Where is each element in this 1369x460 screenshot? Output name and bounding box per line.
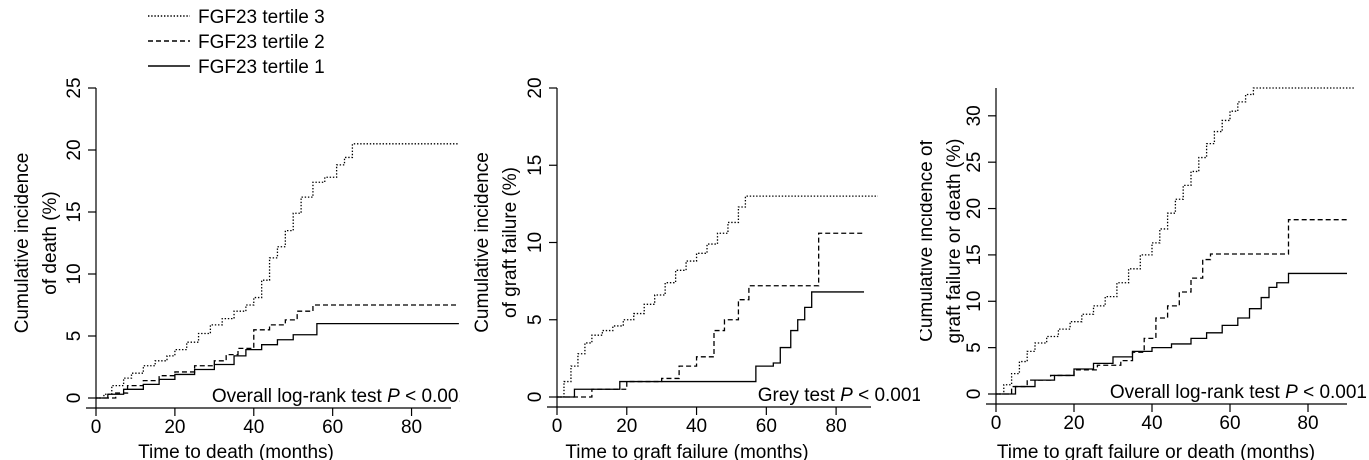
- x-tick-label: 20: [164, 417, 185, 438]
- y-tick-label: 0: [64, 393, 85, 404]
- y-tick-label: 10: [964, 291, 985, 312]
- x-tick-label: 0: [991, 413, 1002, 434]
- legend-label: FGF23 tertile 1: [198, 57, 325, 78]
- x-axis-label: Time to graft failure (months): [565, 442, 808, 460]
- y-tick-label: 20: [64, 139, 85, 160]
- series-line-tertile-3: [96, 143, 459, 399]
- y-axis-label: of death (%): [40, 191, 61, 295]
- legend: FGF23 tertile 3 FGF23 tertile 2 FGF23 tert…: [148, 7, 325, 78]
- y-tick-label: 0: [525, 392, 546, 403]
- y-axis-label: Cumulative incidence: [12, 153, 33, 334]
- annotation-suffix: < 0.001: [853, 385, 920, 406]
- y-tick-label: 5: [64, 331, 85, 342]
- annotation-suffix: < 0.001: [400, 386, 460, 407]
- y-tick-label: 30: [964, 105, 985, 126]
- y-tick-label: 20: [964, 198, 985, 219]
- y-tick-label: 5: [964, 342, 985, 353]
- x-tick-label: 0: [552, 416, 563, 437]
- death-chart: 0 5 10 15 20 25 0 20 40 60 80 Time to death (months…: [12, 77, 460, 460]
- p-value-annotation: Overall log-rank test P < 0.001: [212, 386, 460, 407]
- annotation-p: P: [840, 385, 853, 406]
- y-tick-label: 10: [525, 232, 546, 253]
- y-tick-label: 20: [525, 77, 546, 98]
- annotation-prefix: Overall log-rank test: [212, 386, 387, 407]
- x-axis-label: Time to death (months): [138, 442, 334, 460]
- x-tick-label: 20: [1063, 413, 1084, 434]
- y-tick-label: 5: [525, 314, 546, 325]
- x-tick-label: 60: [756, 416, 777, 437]
- y-tick-label: 0: [964, 389, 985, 400]
- y-axis-label: graft failure or death (%): [944, 139, 965, 344]
- annotation-p: P: [387, 386, 400, 407]
- x-tick-label: 0: [91, 417, 102, 438]
- legend-label: FGF23 tertile 2: [198, 32, 325, 53]
- legend-label: FGF23 tertile 3: [198, 7, 325, 28]
- y-axis-label: Cumulative incidence: [472, 152, 493, 333]
- x-tick-label: 60: [1219, 413, 1240, 434]
- annotation-prefix: Grey test: [758, 385, 840, 406]
- x-tick-label: 20: [616, 416, 637, 437]
- series-line-tertile-1: [96, 322, 459, 399]
- x-tick-label: 80: [401, 417, 422, 438]
- series-line-tertile-2: [96, 304, 459, 399]
- y-tick-label: 25: [964, 152, 985, 173]
- x-tick-label: 40: [686, 416, 707, 437]
- x-tick-label: 40: [1141, 413, 1162, 434]
- annotation-prefix: Overall log-rank test: [1110, 382, 1285, 403]
- y-tick-label: 25: [64, 77, 85, 98]
- series-line-tertile-3: [996, 87, 1355, 395]
- x-tick-label: 60: [322, 417, 343, 438]
- annotation-suffix: < 0.001: [1298, 382, 1367, 403]
- series-line-tertile-2: [996, 219, 1347, 395]
- p-value-annotation: Grey test P < 0.001: [758, 385, 920, 406]
- x-tick-label: 80: [1297, 413, 1318, 434]
- series-line-tertile-1: [996, 272, 1347, 395]
- annotation-p: P: [1285, 382, 1298, 403]
- y-tick-label: 15: [525, 155, 546, 176]
- x-tick-label: 80: [826, 416, 847, 437]
- y-tick-label: 15: [64, 201, 85, 222]
- y-tick-label: 15: [964, 244, 985, 265]
- graft-failure-or-death-chart: 0 5 10 15 20 25 30 0 20 40 60 80 Time to graft failu…: [920, 87, 1367, 460]
- series-line-tertile-3: [557, 195, 878, 398]
- series-line-tertile-1: [557, 291, 865, 398]
- series-line-tertile-2: [557, 232, 865, 398]
- graft-failure-chart: 0 5 10 15 20 0 20 40 60 80 Time to graft failure (…: [472, 77, 920, 460]
- y-axis-label: Cumulative incidence of: [920, 139, 937, 341]
- y-axis-label: of graft failure (%): [500, 167, 521, 318]
- p-value-annotation: Overall log-rank test P < 0.001: [1110, 382, 1367, 403]
- x-axis-label: Time to graft failure or death (months): [997, 442, 1315, 460]
- x-tick-label: 40: [243, 417, 264, 438]
- y-tick-label: 10: [64, 263, 85, 284]
